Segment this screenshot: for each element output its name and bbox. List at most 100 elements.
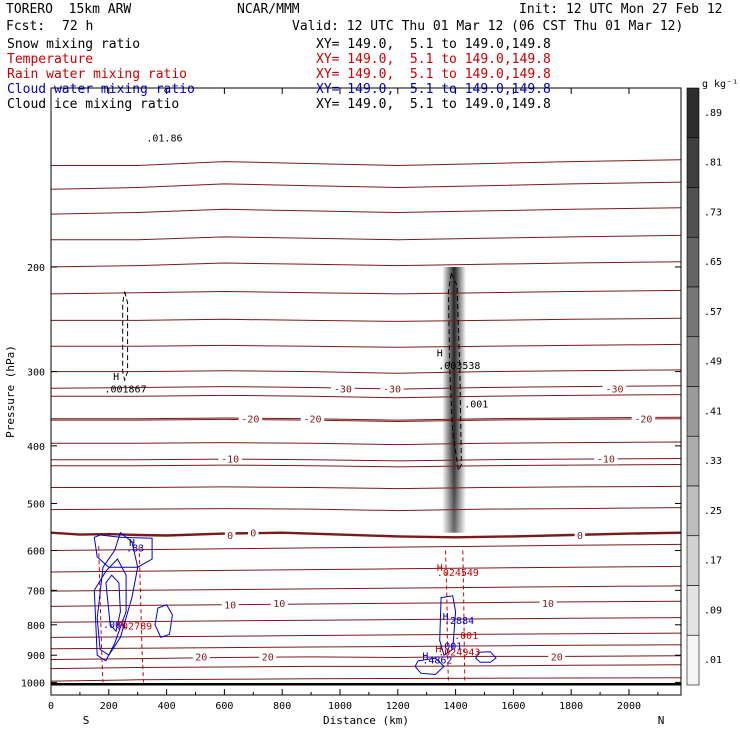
rain-water-contour (138, 546, 144, 683)
isotherm (51, 632, 681, 638)
isotherm (51, 507, 681, 512)
north-endpoint-label: N (658, 714, 665, 727)
temperature-label: -20 (304, 415, 322, 426)
model-title: TORERO 15km ARW (6, 2, 132, 17)
colorbar-segment (686, 286, 700, 338)
south-endpoint-label: S (83, 714, 90, 727)
temperature-label-bg (248, 526, 259, 539)
valid-time: Valid: 12 UTC Thu 01 Mar 12 (06 CST Thu … (292, 19, 684, 34)
x-tick-label: 2000 (617, 701, 641, 712)
temperature-label-bg (192, 650, 210, 663)
temperature-label-bg (602, 382, 627, 395)
freezing-isotherm (51, 531, 681, 539)
y-tick-label: 800 (27, 621, 45, 632)
cloud-water-contour (96, 531, 139, 656)
field-xy: XY= 149.0, 5.1 to 149.0,149.8 (316, 52, 551, 67)
temperature-label: 10 (273, 599, 285, 610)
colorbar-label: .65 (704, 257, 722, 268)
colorbar-segment (686, 485, 700, 537)
contour-annotation: H (435, 644, 441, 655)
x-tick-label: 1600 (501, 701, 525, 712)
colorbar-label: .17 (704, 556, 722, 567)
x-tick-label: 800 (273, 701, 291, 712)
colorbar-segment (686, 87, 700, 139)
rain-water-contour (445, 550, 449, 683)
field-xy: XY= 149.0, 5.1 to 149.0,149.8 (316, 37, 551, 52)
temperature-label-bg (218, 452, 242, 465)
temperature-label: -10 (221, 454, 239, 465)
rain-water-contour (462, 550, 466, 683)
colorbar-segment (686, 336, 700, 387)
contour-annotation: H (129, 538, 135, 549)
isotherm (51, 655, 681, 660)
org-label: NCAR/MMM (237, 2, 300, 17)
contour-annotation: .02789 (116, 622, 152, 633)
isotherm (51, 600, 681, 607)
field-name: Snow mixing ratio (7, 37, 141, 52)
cloud-water-contour (93, 534, 153, 568)
y-axis-title: Pressure (hPa) (4, 345, 17, 438)
y-tick-label: 500 (27, 499, 45, 510)
temperature-label: -10 (597, 454, 615, 465)
isotherm (51, 664, 681, 670)
contour-annotation: .003538 (438, 361, 480, 372)
isotherm (51, 289, 681, 295)
field-xy: XY= 149.0, 5.1 to 149.0,149.8 (316, 82, 551, 97)
x-tick-label: 1800 (559, 701, 583, 712)
temperature-label-bg (380, 382, 404, 395)
isotherm (51, 234, 681, 241)
field-name: Temperature (7, 52, 94, 67)
x-tick-label: 1000 (328, 701, 352, 712)
cloud-water-contour (439, 595, 457, 656)
temperature-label: 10 (542, 599, 554, 610)
isotherm (51, 565, 681, 573)
cloud-water-contour (93, 558, 127, 662)
cloud-water-contour (105, 574, 121, 633)
x-tick-label: 0 (48, 701, 54, 712)
cloud-water-contour (414, 657, 445, 676)
isotherm (51, 418, 681, 423)
contour-annotation: H (422, 651, 428, 662)
contour-annotation: .024549 (437, 568, 479, 579)
y-tick-label: 900 (27, 651, 45, 662)
temperature-label: -20 (634, 415, 652, 426)
cloud-water-contour (154, 604, 173, 639)
y-tick-label: 200 (27, 263, 45, 274)
y-tick-label: 700 (27, 586, 45, 597)
isotherm (51, 644, 681, 650)
contour-annotation: H (437, 349, 443, 360)
init-time: Init: 12 UTC Mon 27 Feb 12 (519, 2, 723, 17)
colorbar-segment (686, 585, 700, 636)
colorbar-segment (686, 634, 700, 686)
isotherm (51, 416, 681, 421)
isotherm (51, 181, 681, 190)
contour-annotation: .001 (438, 641, 462, 652)
rain-water-contour (98, 546, 104, 683)
temperature-label-bg (270, 596, 288, 609)
isotherm (51, 458, 681, 462)
isotherm (51, 677, 681, 682)
isotherm (51, 207, 681, 215)
temperature-label: -30 (334, 384, 352, 395)
field-name: Rain water mixing ratio (7, 67, 188, 82)
x-tick-label: 400 (158, 701, 176, 712)
isotherm (51, 485, 681, 490)
colorbar-unit: g kg⁻¹ (702, 79, 738, 90)
cloud-water-contour (475, 651, 497, 663)
plot-frame (50, 87, 682, 696)
temperature-label: 0 (227, 531, 233, 542)
colorbar-label: .01 (704, 655, 722, 666)
colorbar-label: .09 (704, 605, 722, 616)
contour-annotation: .001 (464, 400, 488, 411)
contour-annotation: H (437, 563, 443, 574)
colorbar-segment (686, 236, 700, 288)
x-tick-label: 200 (100, 701, 118, 712)
contour-annotation: .83 (126, 543, 144, 554)
contour-annotation: .01.86 (146, 133, 182, 144)
y-tick-label: 600 (27, 547, 45, 558)
y-tick-label: 1000 (21, 678, 45, 689)
colorbar-segment (686, 187, 700, 238)
contour-annotation: .001867 (104, 384, 146, 395)
temperature-label: 0 (250, 529, 256, 540)
